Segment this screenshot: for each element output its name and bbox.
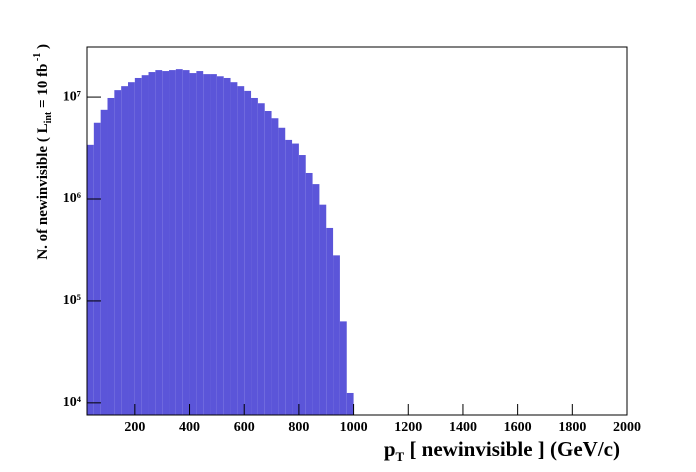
bar	[298, 155, 306, 415]
bar	[333, 255, 340, 415]
y-title-end: )	[35, 44, 51, 53]
y-title-main: N. of newinvisible ( L	[35, 123, 51, 259]
bar	[244, 90, 252, 415]
bar	[189, 73, 197, 415]
bar	[339, 321, 347, 415]
bar	[121, 86, 129, 416]
x-tick-label: 200	[124, 420, 145, 435]
y-tick-label: 10⁶	[63, 191, 81, 206]
bar	[93, 122, 101, 416]
bar	[182, 70, 190, 416]
bar	[312, 184, 320, 415]
x-tick-label: 1200	[394, 420, 422, 435]
bar	[141, 75, 149, 416]
bar	[257, 103, 265, 415]
bar	[319, 204, 327, 415]
y-tick-label: 10⁷	[63, 89, 81, 104]
x-title-rest: [ newinvisible ] (GeV/c)	[404, 437, 620, 461]
bar	[203, 74, 211, 416]
bar	[155, 70, 163, 416]
bar	[114, 90, 122, 416]
y-tick-label: 10⁴	[63, 395, 82, 410]
bar	[162, 71, 170, 416]
x-tick-label: 1600	[504, 420, 532, 435]
bar	[175, 69, 183, 416]
bar	[87, 144, 94, 415]
bar	[285, 139, 293, 415]
x-tick-label: 1000	[340, 420, 368, 435]
bar	[230, 82, 238, 416]
y-title-mid: = 10 fb	[35, 64, 51, 112]
x-tick-label: 400	[179, 420, 200, 435]
x-tick-label: 600	[234, 420, 255, 435]
x-title-sub: T	[396, 449, 405, 464]
y-tick-label: 10⁵	[63, 293, 81, 308]
x-tick-label: 1800	[558, 420, 586, 435]
bar	[278, 127, 286, 415]
x-tick-label: 800	[288, 420, 309, 435]
bar	[264, 111, 272, 416]
bar	[305, 172, 313, 415]
bar	[196, 71, 204, 416]
x-axis-title: pT [ newinvisible ] (GeV/c)	[384, 437, 620, 464]
bar	[134, 77, 142, 415]
bar	[292, 143, 299, 415]
x-tick-label: 1400	[449, 420, 477, 435]
bar	[237, 86, 245, 416]
plot-frame	[86, 46, 628, 416]
bar	[216, 76, 224, 415]
bar	[128, 82, 135, 416]
bar	[346, 392, 354, 415]
bar	[223, 77, 231, 415]
bar	[107, 97, 115, 415]
y-title-sup: -1	[32, 53, 43, 64]
bar	[169, 70, 176, 416]
bar	[148, 72, 156, 416]
x-tick-label: 2000	[613, 420, 641, 435]
bar	[100, 109, 108, 415]
y-axis-title: N. of newinvisible ( Lint = 10 fb -1 )	[32, 44, 54, 260]
y-title-sub: int	[43, 111, 54, 123]
bar	[210, 74, 217, 416]
bar	[251, 97, 258, 415]
x-title-main: p	[384, 437, 396, 461]
bar	[326, 227, 334, 415]
bar	[271, 118, 279, 416]
